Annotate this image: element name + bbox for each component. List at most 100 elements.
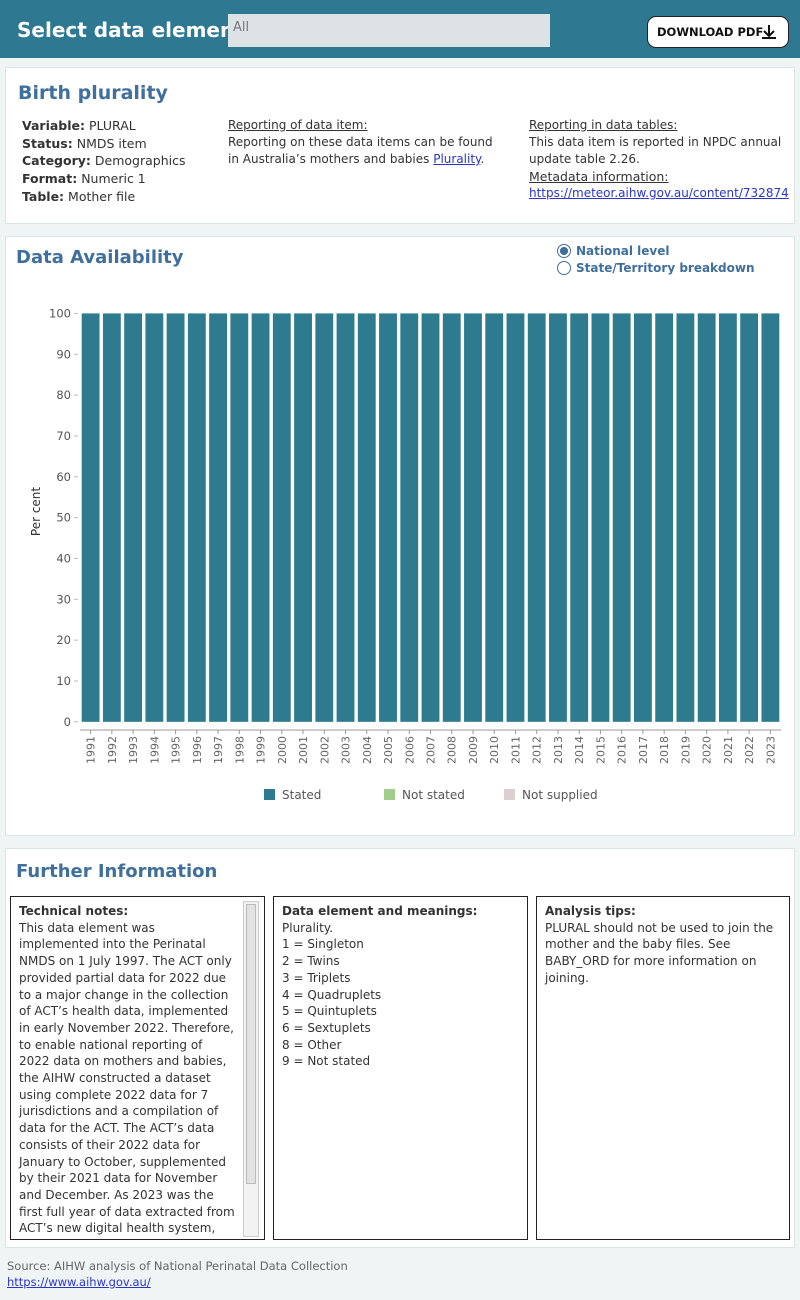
field-row: Variable: PLURAL [22,117,186,135]
bar-segment [464,313,482,722]
bar-segment [697,313,716,722]
top-bar: Select data element: All DOWNLOAD PDF [0,0,800,58]
reporting-heading: Reporting of data item: [228,118,368,132]
x-tick-label: 2021 [722,736,735,764]
availability-title: Data Availability [16,247,184,268]
x-tick-label: 1994 [148,736,161,764]
field-list: Variable: PLURAL Status: NMDS item Categor… [22,117,186,206]
y-tick-label: 50 [56,511,71,525]
field-row: Status: NMDS item [22,135,186,153]
radio-option[interactable]: State/Territory breakdown [557,259,755,276]
radio-group: National level State/Territory breakdown [557,242,755,276]
field-label: Status: [22,135,73,151]
field-value: Mother file [68,188,136,204]
bar-segment [421,313,440,722]
bar-segment [634,313,652,722]
x-tick-label: 2020 [701,736,714,764]
meaning-item: 9 = Not stated [282,1054,371,1069]
metadata-heading: Metadata information: [529,169,669,184]
item-panel: Birth plurality Variable: PLURAL Status: … [5,67,795,224]
bar-segment [102,313,121,722]
x-tick-label: 2003 [340,736,353,764]
bar-segment [761,313,780,722]
bar-segment [485,313,504,722]
x-tick-label: 2002 [318,736,331,764]
radio-button [557,243,571,258]
field-value: Numeric 1 [81,171,146,187]
metadata-link[interactable]: https://meteor.aihw.gov.au/content/73287… [529,186,789,200]
bar-segment [294,313,312,722]
x-tick-label: 2009 [467,736,480,764]
element-select[interactable]: All [228,14,550,47]
y-axis-label: Per cent [29,487,43,537]
meaning-item: 2 = Twins [282,954,340,969]
field-value: NMDS item [76,135,147,151]
y-tick-label: 60 [56,470,71,484]
y-tick-label: 100 [49,306,71,320]
scrollbar[interactable] [243,901,259,1237]
bar-segment [124,313,143,722]
x-tick-label: 2006 [403,736,416,764]
download-button[interactable]: DOWNLOAD PDF [647,16,789,48]
bar-segment [676,313,695,722]
bar-segment [336,313,355,722]
x-tick-label: 1996 [191,736,204,764]
bar-segment [527,313,546,722]
x-tick-label: 2023 [764,736,777,764]
x-tick-label: 2005 [382,736,395,764]
bar-segment [591,313,610,722]
meaning-item: 8 = Other [282,1037,342,1052]
x-tick-label: 1999 [255,736,268,764]
reporting-link[interactable]: Plurality [433,152,481,166]
bar-segment [570,313,589,722]
bar-segment [209,313,227,722]
item-title: Birth plurality [18,82,168,104]
y-tick-label: 0 [64,715,71,729]
bar-segment [549,313,567,722]
x-tick-label: 2017 [637,736,650,764]
bar-segment [315,313,334,722]
field-value: PLURAL [89,118,136,133]
x-tick-label: 2014 [573,736,586,764]
meaning-item: 3 = Triplets [282,970,351,985]
x-tick-label: 1997 [212,736,225,764]
radio-label: National level [576,243,670,258]
field-value: Demographics [94,153,186,169]
bar-segment [357,313,376,722]
field-row: Format: Numeric 1 [22,170,186,188]
bar-segment [230,313,249,722]
meaning-item: Plurality. [282,920,334,935]
bar-segment [718,313,737,722]
radio-button [557,260,571,275]
radio-option[interactable]: National level [557,242,755,259]
meanings-box: Data element and meanings: Plurality. 1 =… [273,896,528,1240]
x-tick-label: 1995 [170,736,183,764]
bar-segment [145,313,164,722]
footer-link[interactable]: https://www.aihw.gov.au/ [7,1275,151,1289]
legend-label: Not stated [402,788,465,802]
y-tick-label: 40 [56,551,71,565]
field-label: Category: [22,153,91,169]
reporting-text: Reporting on these data items can be fou… [228,135,493,166]
legend-swatch [504,789,515,800]
tips-text: PLURAL should not be used to join the mo… [545,920,774,985]
source: Source: AIHW analysis of National Perina… [7,1259,348,1273]
y-tick-label: 20 [56,633,71,647]
chart: Per cent 0 10 20 30 40 50 60 70 80 90 100 1991 1992 19… [29,306,781,802]
field-row: Table: Mother file [22,188,186,206]
x-tick-label: 2018 [658,736,671,764]
reporting: Reporting of data item: Reporting on the… [228,117,498,168]
tips-heading: Analysis tips: [545,904,636,918]
legend-swatch [384,789,395,800]
y-tick-label: 80 [56,388,71,402]
y-tick-label: 10 [56,674,71,688]
bar-segment [442,313,461,722]
x-tick-label: 1991 [85,736,98,764]
further-title: Further Information [16,861,218,882]
tables-heading: Reporting in data tables: [529,118,678,132]
tips-box: Analysis tips: PLURAL should not be used… [536,896,790,1240]
legend-label: Not supplied [522,788,598,802]
y-tick-label: 30 [56,592,71,606]
x-tick-label: 2016 [616,736,629,764]
x-tick-label: 2019 [679,736,692,764]
